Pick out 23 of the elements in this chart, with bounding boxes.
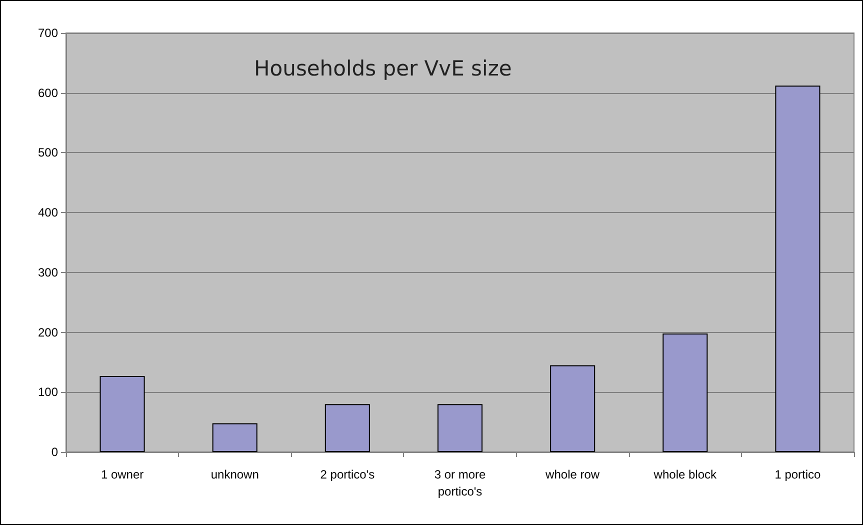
bar [324,404,370,452]
x-tick-label: 1 owner [100,468,144,482]
y-tick-label: 600 [38,86,58,100]
y-tick-label: 700 [38,26,58,40]
x-tick-label: unknown [210,468,259,482]
bar [550,365,596,452]
x-tick-label: 3 or more portico's [434,468,486,498]
x-tick-label: whole block [652,468,718,482]
y-tick-label: 400 [38,206,58,220]
y-tick-label: 100 [38,385,58,400]
x-tick-label: whole row [544,468,600,482]
bar [212,423,258,452]
x-tick-label: 1 portico [774,468,822,482]
bar [662,333,708,452]
bar [100,376,145,452]
y-tick-label: 500 [38,146,58,160]
bar [437,404,483,452]
y-tick-label: 200 [38,325,58,340]
x-tick-label: 2 portico's [320,468,375,482]
y-tick-label: 300 [38,265,58,280]
y-tick-label: 0 [51,445,58,459]
text: Households per VvE size [254,56,512,80]
bar [775,86,820,452]
